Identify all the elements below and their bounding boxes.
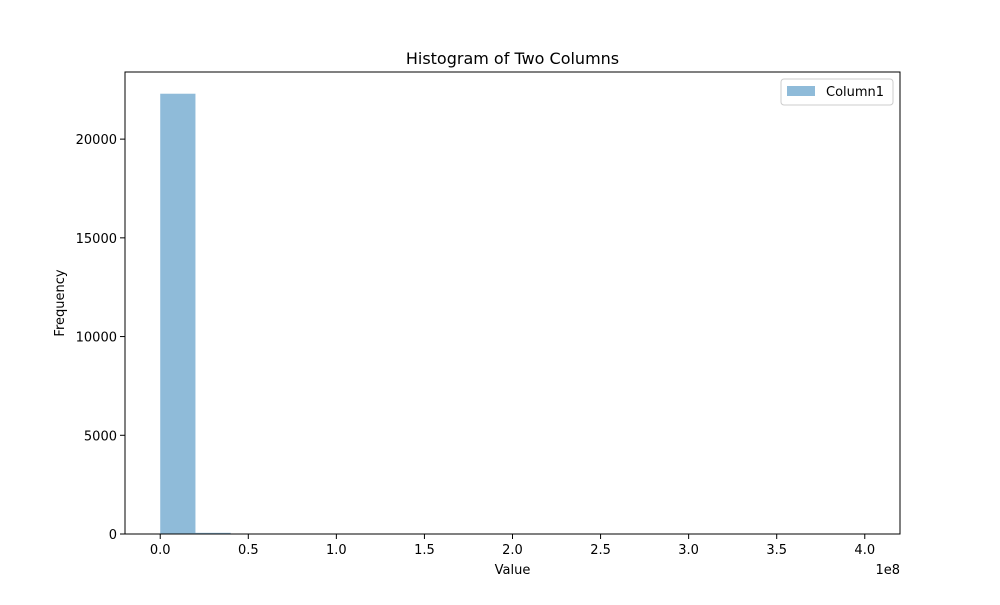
x-tick-label: 0.5 xyxy=(238,543,259,558)
x-axis-label: Value xyxy=(495,563,531,578)
x-tick-label: 2.0 xyxy=(502,543,523,558)
x-tick-label: 3.0 xyxy=(678,543,699,558)
x-tick-label: 3.5 xyxy=(766,543,787,558)
x-axis-offset-text: 1e8 xyxy=(875,563,900,578)
histogram-bar xyxy=(160,94,195,534)
legend: Column1 xyxy=(781,79,893,105)
x-tick-label: 0.0 xyxy=(150,543,171,558)
legend-swatch xyxy=(787,86,815,96)
y-tick-label: 0 xyxy=(109,528,117,543)
legend-label: Column1 xyxy=(826,85,884,100)
y-axis-label: Frequency xyxy=(53,269,68,336)
x-tick-label: 2.5 xyxy=(590,543,611,558)
y-tick-label: 5000 xyxy=(84,429,117,444)
x-tick-label: 1.5 xyxy=(414,543,435,558)
x-tick-label: 4.0 xyxy=(854,543,875,558)
chart-title: Histogram of Two Columns xyxy=(406,49,619,68)
x-tick-label: 1.0 xyxy=(326,543,347,558)
y-tick-label: 15000 xyxy=(76,232,117,247)
y-tick-label: 10000 xyxy=(76,331,117,346)
y-tick-label: 20000 xyxy=(76,133,117,148)
